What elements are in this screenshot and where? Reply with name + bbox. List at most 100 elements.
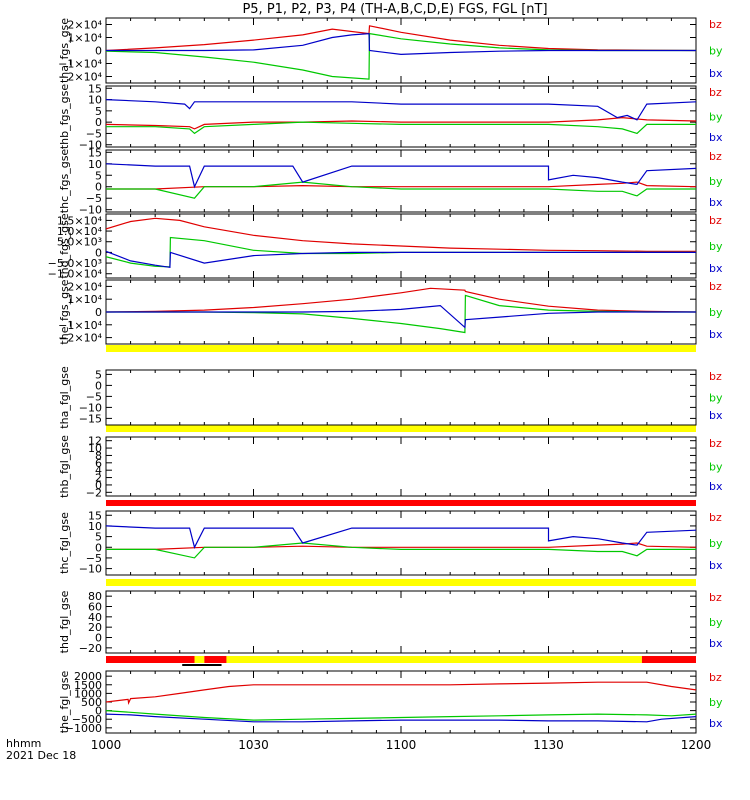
panel-3-ytick-label-6: −10 (79, 204, 102, 217)
xaxis-tick-label-5: 1200 (681, 738, 712, 752)
panel-10-ytick-label-3: 1000 (74, 687, 102, 700)
panel-7-ytick-label-6: 2 (95, 472, 102, 485)
panel-8-ylabel: thc_fgl_gse (58, 512, 71, 574)
flag-bar-5-segment-4 (226, 656, 642, 663)
panel-10-ytick-label-6: −500 (72, 713, 102, 726)
panel-5-ytick-label-4: −1×10⁴ (58, 319, 102, 332)
panel-5-ytick-label-2: 1×10⁴ (67, 293, 102, 306)
panel-4-series-bz (106, 217, 696, 252)
panel-3-frame (105, 149, 697, 213)
panel-1-ylabel: tha_fgs_gse (58, 18, 71, 83)
panel-10-ytick-label-1: 2000 (74, 670, 102, 683)
panel-3-legend-bz: bz (709, 150, 722, 163)
panel-1-ytick-label-2: 1×10⁴ (67, 32, 102, 45)
panel-10-series-bx (106, 713, 696, 723)
panel-5-legend-by: by (709, 306, 723, 319)
panel-1-ytick-label-1: 2×10⁴ (67, 19, 102, 32)
panel-4-ytick-label-5: −5.0×10³ (48, 257, 102, 270)
panel-9-frame (105, 590, 697, 654)
panel-7-legend-by: by (709, 461, 723, 474)
date-label: 2021 Dec 18 (6, 749, 77, 762)
panel-3-series-by (106, 181, 696, 199)
panel-7-ytick-label-7: 0 (95, 479, 102, 492)
panel-10-legend-bx: bx (709, 717, 723, 730)
panel-2-ytick-label-2: 10 (88, 94, 102, 107)
panel-3-legend-by: by (709, 175, 723, 188)
panel-4-series-bx (106, 250, 696, 268)
panel-10-legend-bz: bz (709, 671, 722, 684)
panel-3-ytick-label-4: 0 (95, 181, 102, 194)
panel-2-legend-by: by (709, 111, 723, 124)
panel-1-ytick-label-3: 0 (95, 45, 102, 58)
panel-2-ytick-label-5: −5 (86, 127, 102, 140)
panel-8-ytick-label-3: 5 (95, 531, 102, 544)
panel-8-ytick-label-4: 0 (95, 541, 102, 554)
panel-6-ytick-label-4: −10 (79, 401, 102, 414)
panel-9-ytick-label-3: 40 (88, 611, 102, 624)
panel-10-series-by (106, 710, 696, 721)
panel-5-series-by (106, 294, 696, 334)
panel-7-ytick-label-8: −2 (86, 486, 102, 499)
flag-bar-5-segment-1 (106, 656, 195, 663)
panel-8-frame (105, 510, 697, 576)
panel-7-ytick-label-2: 10 (88, 442, 102, 455)
panel-2-ytick-label-4: 0 (95, 116, 102, 129)
xaxis-tick-label-3: 1100 (386, 738, 417, 752)
panel-7-legend-bz: bz (709, 437, 722, 450)
xaxis-tick-label-4: 1130 (533, 738, 564, 752)
panel-1-legend-bx: bx (709, 67, 723, 80)
panel-9-ytick-label-2: 60 (88, 601, 102, 614)
panel-9-legend-bz: bz (709, 591, 722, 604)
panel-7-legend-bx: bx (709, 480, 723, 493)
panel-3-ytick-label-3: 5 (95, 169, 102, 182)
panel-9-legend-bx: bx (709, 637, 723, 650)
flag-bar-5-segment-2 (194, 656, 205, 663)
panel-2-series-bz (106, 116, 696, 130)
panel-10-ytick-label-2: 1500 (74, 679, 102, 692)
panel-5-ytick-label-5: −2×10⁴ (58, 332, 102, 345)
panel-3-ylabel: thc_fgs_gse (58, 149, 71, 214)
panel-1-legend-bz: bz (709, 18, 722, 31)
panel-3-ytick-label-5: −5 (86, 192, 102, 205)
panel-10-ytick-label-5: 0 (95, 705, 102, 718)
panel-9-ytick-label-6: −20 (79, 642, 102, 655)
panel-2-frame (105, 85, 697, 148)
panel-8-series-bx (106, 525, 696, 549)
panel-4-ytick-label-2: 1.0×10⁴ (57, 225, 103, 238)
panel-10-ytick-label-7: −1000 (65, 722, 102, 735)
panel-5-ylabel: the_fgs_gse (58, 279, 71, 344)
panel-8-legend-bx: bx (709, 559, 723, 572)
panel-4-ytick-label-6: −1.0×10⁴ (48, 268, 103, 281)
flag-bar-1-segment-1 (106, 345, 696, 352)
panel-5-ytick-label-3: 0 (95, 306, 102, 319)
panel-9-ytick-label-1: 80 (88, 590, 102, 603)
panel-6-ylabel: tha_fgl_gse (58, 366, 71, 429)
panel-10-legend-by: by (709, 696, 723, 709)
panel-1-series-bx (106, 32, 696, 56)
panel-1-ytick-label-4: −1×10⁴ (58, 58, 102, 71)
panel-4-ytick-label-3: 5.0×10³ (57, 236, 102, 249)
panel-2-series-bx (106, 99, 696, 121)
panel-2-ytick-label-6: −10 (79, 139, 102, 152)
xaxis-tick-label-2: 1030 (238, 738, 269, 752)
panel-8-series-by (106, 542, 696, 559)
panel-5-legend-bx: bx (709, 328, 723, 341)
panel-7-ytick-label-3: 8 (95, 449, 102, 462)
panel-10-ylabel: the_fgl_gse (58, 671, 71, 734)
panel-7-ytick-label-5: 4 (95, 464, 102, 477)
panel-6-legend-by: by (709, 392, 723, 405)
xaxis-tick-label-1: 1000 (91, 738, 122, 752)
panel-7-ytick-label-1: 12 (88, 435, 102, 448)
panel-5-legend-bz: bz (709, 280, 722, 293)
panel-4-legend-by: by (709, 240, 723, 253)
panel-1-ytick-label-5: −2×10⁴ (58, 71, 102, 84)
panel-2-ylabel: thb_fgs_gse (58, 84, 71, 150)
panel-10-ytick-label-4: 500 (81, 696, 102, 709)
panel-10-frame (105, 670, 697, 734)
panel-7-ytick-label-4: 6 (95, 457, 102, 470)
panel-3-ytick-label-1: 15 (88, 146, 102, 159)
flag-bar-3-segment-1 (106, 500, 696, 506)
panel-9-legend-by: by (709, 616, 723, 629)
panel-4-ylabel: thd_fgs_gse (58, 213, 71, 279)
